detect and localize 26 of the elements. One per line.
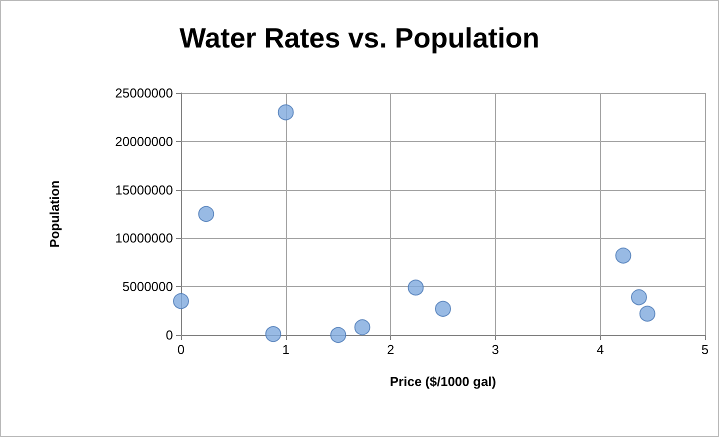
point	[639, 306, 656, 322]
point	[615, 248, 632, 264]
y-tick-label: 0	[166, 328, 173, 342]
point	[435, 300, 451, 317]
x-tick-label: 1	[282, 342, 290, 357]
point	[173, 293, 189, 310]
y-tick-label: 15000000	[115, 182, 173, 198]
chart-title: Water Rates vs. Population	[180, 22, 540, 54]
x-axis-title: Price ($/1000 gal)	[390, 374, 496, 389]
point	[278, 104, 294, 120]
y-axis-title: Population	[47, 180, 62, 248]
x-tick-label: 2	[386, 342, 394, 357]
x-tick-label: 5	[701, 342, 709, 357]
point	[330, 327, 346, 343]
point	[354, 319, 370, 336]
y-tick-label: 10000000	[115, 230, 173, 246]
x-tick-label: 3	[492, 342, 500, 357]
y-tick-label: 20000000	[115, 134, 173, 149]
y-tick-label: 5000000	[122, 279, 173, 294]
point	[630, 289, 647, 306]
point	[265, 326, 282, 342]
point	[408, 280, 424, 296]
point	[198, 206, 214, 222]
x-tick-label: 4	[596, 342, 604, 357]
x-tick-label: 0	[177, 342, 185, 357]
y-tick-label: 25000000	[115, 86, 173, 100]
